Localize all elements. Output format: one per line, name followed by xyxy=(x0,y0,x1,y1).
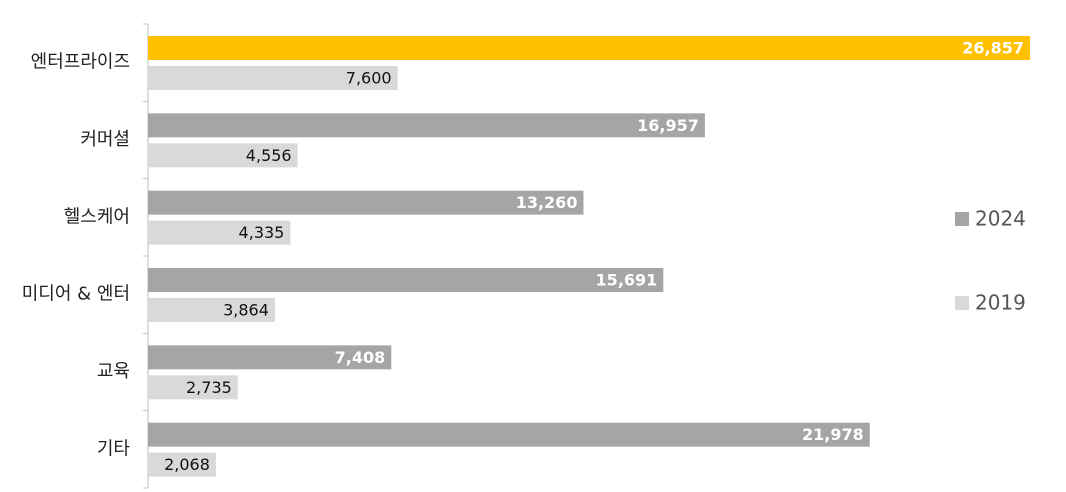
bar xyxy=(148,375,238,400)
legend-label: 2024 xyxy=(975,207,1026,231)
value-label: 7,408 xyxy=(335,348,386,367)
bar xyxy=(148,220,291,245)
value-label: 4,335 xyxy=(239,223,285,242)
category-label: 교육 xyxy=(97,361,130,382)
bar xyxy=(148,268,664,292)
legend-swatch xyxy=(955,212,969,226)
bar xyxy=(148,422,870,447)
category-label: 미디어 & 엔터 xyxy=(22,284,130,305)
legend-swatch xyxy=(955,296,969,310)
bar xyxy=(148,66,398,90)
value-label: 26,857 xyxy=(962,39,1024,58)
value-label: 2,735 xyxy=(186,378,232,397)
bar xyxy=(148,345,392,370)
value-label: 4,556 xyxy=(246,146,292,165)
value-label: 16,957 xyxy=(637,116,699,135)
bar xyxy=(148,190,584,215)
bar xyxy=(148,143,298,168)
category-label: 엔터프라이즈 xyxy=(31,52,130,73)
bar xyxy=(148,113,705,138)
bar xyxy=(148,36,1030,60)
value-label: 7,600 xyxy=(346,69,392,88)
value-label: 15,691 xyxy=(596,271,658,290)
category-label: 헬스케어 xyxy=(64,206,130,227)
legend-label: 2019 xyxy=(975,291,1026,315)
category-label: 기타 xyxy=(97,438,131,459)
value-label: 2,068 xyxy=(164,455,210,474)
value-label: 21,978 xyxy=(802,425,864,444)
bar xyxy=(148,298,275,322)
value-label: 13,260 xyxy=(516,193,578,212)
bar xyxy=(148,452,216,477)
category-label: 커머셜 xyxy=(80,129,130,150)
value-label: 3,864 xyxy=(223,301,269,320)
